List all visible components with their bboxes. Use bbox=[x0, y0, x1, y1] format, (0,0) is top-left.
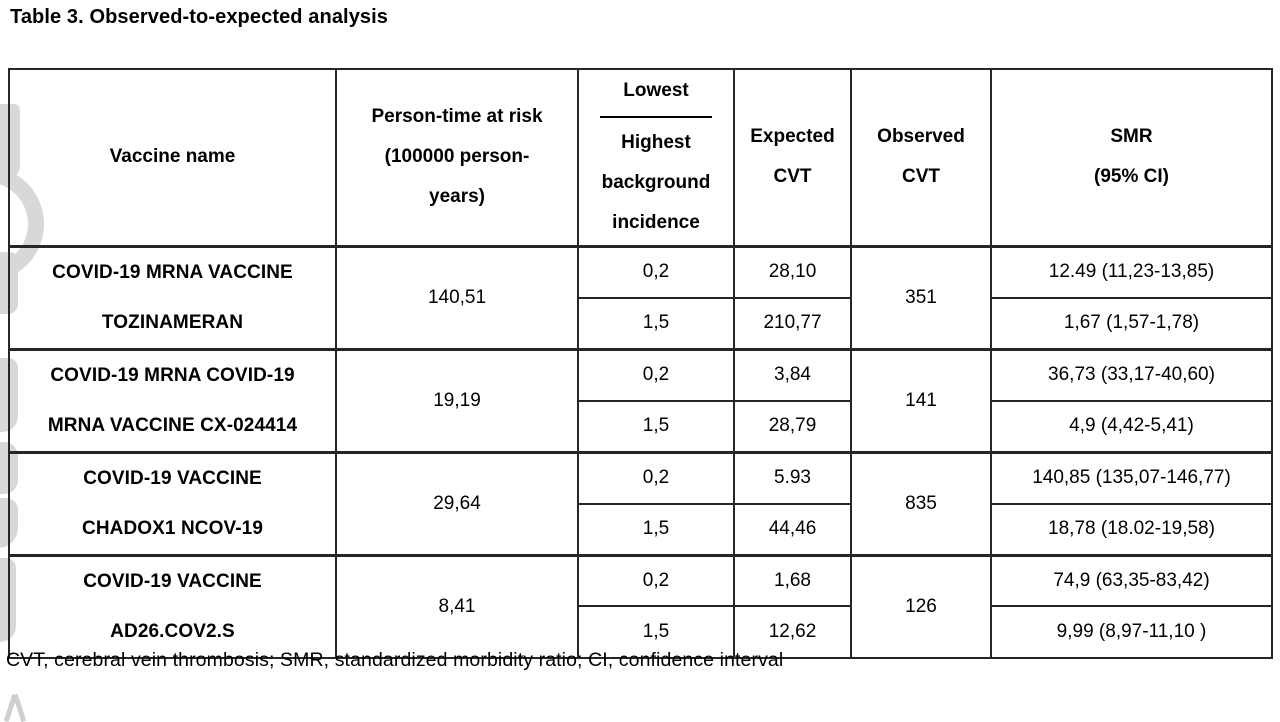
smr-cell: 4,9 (4,42-5,41) bbox=[990, 399, 1273, 452]
smr-cell: 36,73 (33,17-40,60) bbox=[990, 347, 1273, 401]
person-time-cell: 19,19 bbox=[335, 347, 579, 452]
header-label: Observed bbox=[877, 126, 965, 148]
expected-cvt-cell: 12,62 bbox=[733, 605, 852, 658]
header-label: Person-time at risk bbox=[371, 106, 543, 128]
incidence-cell: 1,5 bbox=[577, 605, 735, 658]
person-time-cell: 29,64 bbox=[335, 450, 579, 555]
table-body: COVID-19 MRNA VACCINE TOZINAMERAN 140,51… bbox=[8, 244, 1273, 658]
incidence-cell: 0,2 bbox=[577, 244, 735, 298]
vaccine-name-line: CHADOX1 NCOV-19 bbox=[82, 517, 263, 539]
vaccine-name-line: MRNA VACCINE CX-024414 bbox=[47, 414, 298, 436]
table-title: Table 3. Observed-to-expected analysis bbox=[10, 6, 389, 28]
expected-cvt-cell: 5.93 bbox=[733, 450, 852, 504]
header-label: CVT bbox=[773, 166, 812, 188]
vaccine-name-line: TOZINAMERAN bbox=[101, 311, 244, 333]
col-header-person-time: Person-time at risk (100000 person- year… bbox=[335, 69, 579, 248]
header-row: Vaccine name Person-time at risk (100000… bbox=[8, 69, 1273, 248]
expected-cvt-cell: 28,79 bbox=[733, 399, 852, 452]
header-label: (95% CI) bbox=[1094, 166, 1169, 188]
header-label: SMR bbox=[1110, 126, 1153, 148]
table-row: COVID-19 VACCINE CHADOX1 NCOV-19 29,64 0… bbox=[8, 450, 1273, 555]
smr-cell: 12.49 (11,23-13,85) bbox=[990, 244, 1273, 298]
expected-cvt-cell: 44,46 bbox=[733, 502, 852, 555]
table-subrow: 1,5 44,46 18,78 (18.02-19,58) bbox=[9, 502, 1273, 555]
col-header-observed-cvt: Observed CVT bbox=[850, 69, 992, 248]
watermark-fragment bbox=[12, 693, 27, 722]
expected-cvt-cell: 210,77 bbox=[733, 296, 852, 349]
header-label: Expected bbox=[750, 126, 835, 148]
expected-cvt-cell: 28,10 bbox=[733, 244, 852, 298]
fraction-divider-line bbox=[600, 116, 712, 119]
incidence-cell: 1,5 bbox=[577, 296, 735, 349]
observed-cvt-cell: 141 bbox=[850, 347, 992, 452]
vaccine-name-line: COVID-19 MRNA VACCINE bbox=[52, 261, 293, 283]
expected-cvt-cell: 3,84 bbox=[733, 347, 852, 401]
observed-cvt-cell: 351 bbox=[850, 244, 992, 349]
header-label: Vaccine name bbox=[109, 146, 236, 168]
col-header-smr: SMR (95% CI) bbox=[990, 69, 1273, 248]
smr-cell: 9,99 (8,97-11,10 ) bbox=[990, 605, 1273, 658]
vaccine-name-line: COVID-19 MRNA COVID-19 bbox=[50, 364, 295, 386]
incidence-cell: 0,2 bbox=[577, 553, 735, 607]
vaccine-name-cell: COVID-19 MRNA COVID-19 MRNA VACCINE CX-0… bbox=[8, 347, 337, 452]
smr-cell: 74,9 (63,35-83,42) bbox=[990, 553, 1273, 607]
incidence-cell: 1,5 bbox=[577, 502, 735, 555]
col-header-background-incidence: Lowest Highest background incidence bbox=[577, 69, 735, 248]
observed-to-expected-table: Vaccine name Person-time at risk (100000… bbox=[8, 68, 1273, 659]
header-label: Lowest bbox=[623, 80, 689, 102]
col-header-vaccine-name: Vaccine name bbox=[8, 69, 337, 248]
table-footnote: CVT, cerebral vein thrombosis; SMR, stan… bbox=[6, 649, 784, 671]
header-label: years) bbox=[429, 186, 485, 208]
header-label: (100000 person- bbox=[384, 146, 530, 168]
smr-cell: 1,67 (1,57-1,78) bbox=[990, 296, 1273, 349]
vaccine-name-cell: COVID-19 VACCINE AD26.COV2.S bbox=[8, 553, 337, 658]
table-row: COVID-19 MRNA COVID-19 MRNA VACCINE CX-0… bbox=[8, 347, 1273, 452]
header-label: incidence bbox=[612, 212, 700, 234]
observed-cvt-cell: 835 bbox=[850, 450, 992, 555]
smr-cell: 140,85 (135,07-146,77) bbox=[990, 450, 1273, 504]
vaccine-name-cell: COVID-19 MRNA VACCINE TOZINAMERAN bbox=[8, 244, 337, 349]
vaccine-name-line: COVID-19 VACCINE bbox=[83, 467, 262, 489]
col-header-expected-cvt: Expected CVT bbox=[733, 69, 852, 248]
table-header: Vaccine name Person-time at risk (100000… bbox=[8, 69, 1273, 248]
incidence-cell: 1,5 bbox=[577, 399, 735, 452]
expected-cvt-cell: 1,68 bbox=[733, 553, 852, 607]
person-time-cell: 8,41 bbox=[335, 553, 579, 658]
observed-cvt-cell: 126 bbox=[850, 553, 992, 658]
table-row: COVID-19 MRNA VACCINE TOZINAMERAN 140,51… bbox=[8, 244, 1273, 349]
vaccine-name-line: AD26.COV2.S bbox=[110, 620, 235, 642]
incidence-cell: 0,2 bbox=[577, 450, 735, 504]
person-time-cell: 140,51 bbox=[335, 244, 579, 349]
table-subrow: 1,5 12,62 9,99 (8,97-11,10 ) bbox=[9, 605, 1273, 658]
table-subrow: 1,5 210,77 1,67 (1,57-1,78) bbox=[9, 296, 1273, 349]
table-row: COVID-19 VACCINE AD26.COV2.S 8,41 0,2 1,… bbox=[8, 553, 1273, 658]
smr-cell: 18,78 (18.02-19,58) bbox=[990, 502, 1273, 555]
table-subrow: 1,5 28,79 4,9 (4,42-5,41) bbox=[9, 399, 1273, 452]
vaccine-name-cell: COVID-19 VACCINE CHADOX1 NCOV-19 bbox=[8, 450, 337, 555]
incidence-cell: 0,2 bbox=[577, 347, 735, 401]
vaccine-name-line: COVID-19 VACCINE bbox=[83, 570, 262, 592]
header-label: Highest bbox=[621, 132, 691, 154]
header-label: background bbox=[601, 172, 711, 194]
header-label: CVT bbox=[902, 166, 940, 188]
